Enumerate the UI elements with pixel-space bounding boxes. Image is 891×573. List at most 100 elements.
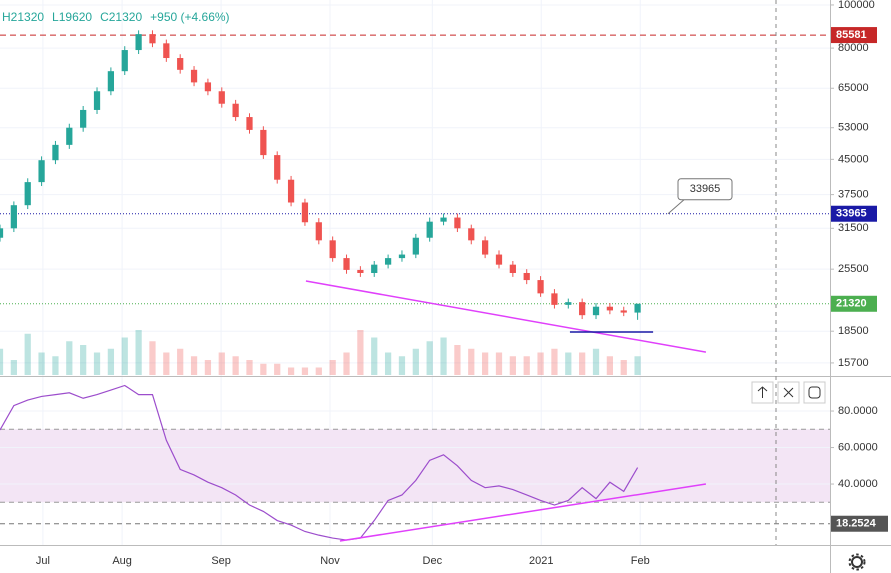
volume-bar (38, 352, 45, 375)
candle-body (398, 254, 406, 259)
price-label: 85581 (836, 29, 867, 41)
callout-box (677, 178, 733, 201)
rsi-tick-label: 80.0000 (838, 405, 878, 417)
rsi-pane (0, 384, 830, 542)
candle-body (371, 264, 378, 273)
candle-body (357, 269, 364, 273)
candle-body (287, 179, 295, 203)
candle-body (0, 228, 4, 238)
candle-body (260, 129, 267, 156)
candle-body (343, 258, 350, 270)
volume-bar (218, 352, 225, 375)
candle-body (509, 264, 516, 273)
volume-bar (287, 367, 295, 375)
volume-bar (371, 337, 378, 375)
rsi-marker-box (831, 515, 888, 532)
volume-bar (468, 348, 475, 375)
candle-body (38, 160, 45, 183)
y-tick-label: 53000 (838, 122, 869, 134)
y-tick-label: 100000 (838, 0, 875, 11)
candle-body (620, 310, 627, 313)
volume-bar (440, 337, 447, 375)
volume-bar (412, 348, 419, 375)
candle-body (190, 69, 198, 83)
y-tick-label: 37500 (838, 189, 869, 201)
candle-body (246, 117, 253, 130)
price-label-box (831, 27, 877, 44)
candle-body (66, 127, 73, 145)
volume-bar (190, 356, 198, 375)
candle-body (523, 272, 530, 281)
volume-bar (135, 330, 142, 375)
volume-bar (495, 352, 503, 375)
gear-teeth (848, 553, 866, 571)
price-pane: 33965 (0, 30, 830, 375)
legend-value: C21320 (100, 10, 142, 24)
candle-body (52, 144, 59, 161)
volume-bar (232, 356, 239, 375)
y-tick-label: 65000 (838, 82, 869, 94)
callout-text: 33965 (690, 183, 721, 195)
y-tick-label: 15700 (838, 357, 869, 369)
volume-bar (121, 337, 128, 375)
maximize-button[interactable] (803, 381, 826, 404)
candle-body (384, 258, 392, 265)
x-tick-label: Aug (112, 555, 132, 567)
volume-bar (482, 352, 489, 375)
candle-body (592, 306, 600, 316)
volume-bar (523, 356, 530, 375)
rsi-band (0, 429, 830, 503)
y-tick-label: 31500 (838, 222, 869, 234)
volume-bar (343, 352, 350, 375)
candle-body (274, 155, 281, 180)
legend-value: L19620 (52, 10, 92, 24)
candle-body (468, 228, 475, 241)
x-tick-label: 2021 (529, 555, 553, 567)
candle-body (177, 58, 184, 70)
volume-bar (80, 345, 87, 375)
volume-bar (329, 360, 336, 375)
candle-body (579, 302, 586, 316)
candle-body (565, 302, 572, 305)
volume-bar (246, 360, 253, 375)
candle-body (107, 71, 115, 92)
volume-bar (565, 352, 572, 375)
volume-bar (509, 356, 516, 375)
volume-bar (537, 352, 544, 375)
candle-body (232, 103, 239, 118)
volume-bar (398, 356, 406, 375)
arrow-icon (757, 386, 768, 398)
volume-bar (426, 341, 433, 375)
candle-body (135, 34, 142, 51)
y-tick-label: 18500 (838, 325, 869, 337)
volume-bar (149, 341, 156, 375)
settings-button[interactable] (848, 553, 866, 571)
trendline (305, 280, 707, 353)
volume-bar (260, 363, 267, 375)
volume-bar (579, 352, 586, 375)
pane-buttons[interactable] (751, 381, 826, 404)
y-tick-label: 80000 (838, 42, 869, 54)
rsi-trendline (339, 483, 707, 542)
candle-body (149, 34, 156, 44)
volume-bar (93, 352, 101, 375)
x-tick-label: Dec (423, 555, 443, 567)
candle-body (163, 43, 170, 59)
candle-body (482, 240, 489, 255)
volume-bar (163, 352, 170, 375)
volume-bar (177, 348, 184, 375)
volume-bar (10, 360, 17, 375)
legend-value: +950 (+4.66%) (150, 10, 229, 24)
candle-body (634, 303, 641, 313)
candle-body (93, 91, 101, 110)
candle-body (121, 50, 128, 72)
volume-bar (204, 360, 212, 375)
candle-body (606, 306, 613, 311)
volume-bar (454, 345, 461, 375)
x-tick-label: Sep (211, 555, 231, 567)
candle-body (10, 205, 17, 229)
axes: Jul Aug Sep Nov Dec 2021 Feb 100000 80000 65000 53… (36, 0, 888, 567)
candle-body (218, 91, 225, 104)
candle-body (551, 293, 558, 305)
